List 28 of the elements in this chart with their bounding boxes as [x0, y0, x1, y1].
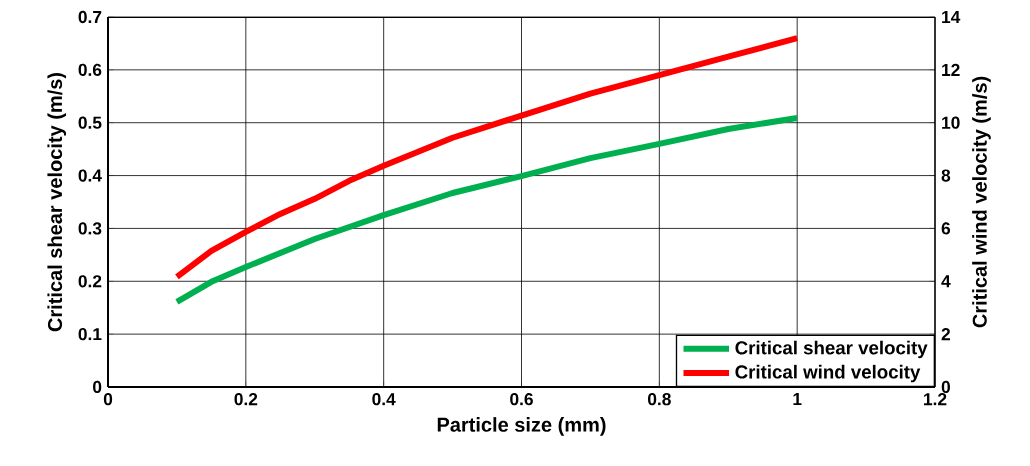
- x-tick-label: 1.2: [924, 393, 947, 406]
- x-tick-label: 0.8: [647, 393, 671, 406]
- x-tick-label: 0: [103, 393, 113, 406]
- x-tick-label: 1: [793, 393, 802, 405]
- y2-tick-label: 14: [942, 11, 961, 23]
- y-tick-label: 0.1: [78, 327, 102, 341]
- x-tick-label: 0.2: [234, 393, 258, 406]
- y-tick-label: 0.6: [78, 63, 102, 76]
- y-tick-label: 0: [93, 380, 102, 394]
- y-axis-title: Critical shear velocity (m/s): [47, 72, 67, 332]
- y-tick-label: 0.7: [78, 10, 102, 24]
- legend-label: Critical wind velocity: [735, 364, 921, 383]
- x-tick-label: 0.4: [372, 393, 396, 406]
- y-tick-label: 0.5: [78, 116, 102, 129]
- y2-tick-label: 8: [941, 169, 951, 182]
- y2-tick-label: 2: [941, 328, 950, 341]
- y2-tick-label: 12: [942, 63, 960, 76]
- y2-tick-label: 6: [941, 222, 951, 235]
- y2-tick-label: 10: [942, 116, 960, 129]
- y2-tick-label: 4: [941, 275, 951, 288]
- y-tick-label: 0.2: [78, 275, 102, 288]
- x-tick-label: 0.6: [510, 393, 533, 406]
- y2-tick-label: 0: [941, 380, 950, 394]
- y2-axis-title: Critical wind velocity (m/s): [972, 76, 991, 328]
- legend-label: Critical shear velocity: [735, 340, 928, 359]
- y-tick-label: 0.4: [78, 169, 102, 182]
- x-axis-title: Particle size (mm): [437, 417, 606, 436]
- y-tick-label: 0.3: [78, 222, 102, 235]
